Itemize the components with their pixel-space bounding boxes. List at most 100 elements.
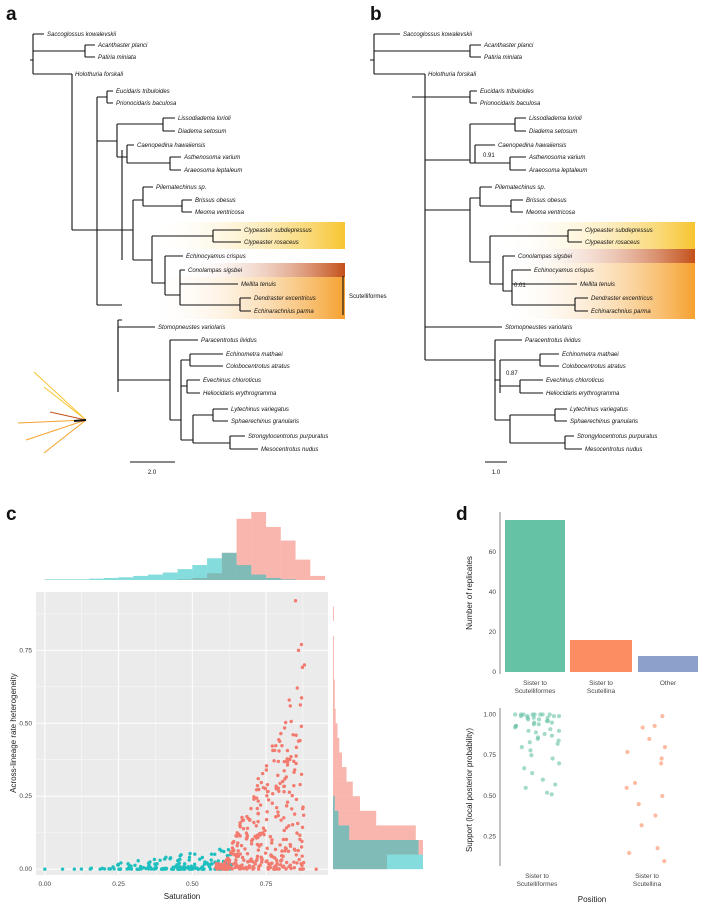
taxon-label: Meoma ventricosa (195, 210, 245, 216)
point (300, 665, 305, 670)
point (227, 858, 232, 862)
bar-y-axis-label: Number of replicates (465, 556, 474, 630)
point (293, 599, 298, 603)
point (294, 761, 298, 766)
point (281, 779, 285, 784)
strip-point (624, 785, 629, 790)
point (285, 748, 290, 753)
strip-point (530, 712, 535, 717)
strip-point (530, 771, 535, 776)
point (238, 867, 243, 871)
point (265, 794, 269, 798)
point (278, 843, 282, 847)
point (260, 771, 265, 776)
point (300, 839, 304, 844)
point (256, 867, 261, 871)
point (136, 858, 140, 863)
point (129, 867, 134, 871)
panel-label-d: d (456, 504, 468, 525)
hist-bar (333, 796, 335, 811)
point (285, 800, 290, 804)
point (284, 775, 289, 779)
point (244, 831, 249, 835)
point (265, 810, 269, 814)
hist-bar (333, 854, 423, 870)
strip-point (632, 780, 638, 786)
point (154, 865, 158, 869)
hist-bar (148, 574, 163, 580)
hist-bar (333, 752, 342, 768)
strip-x-axis-label: Position (578, 895, 606, 904)
point (206, 862, 210, 867)
point (302, 663, 307, 667)
point (118, 867, 123, 871)
point (238, 834, 242, 838)
point (242, 858, 246, 862)
taxon-label: Caenopedina hawaiiensis (498, 143, 566, 149)
strip-point (531, 715, 536, 720)
y-ticks: 0.00 0.25 0.50 0.75 (19, 647, 32, 873)
point (254, 796, 259, 800)
hist-bar (333, 635, 334, 651)
point (295, 861, 299, 865)
marginal-x-histogram (44, 512, 326, 580)
taxon-label: Diadema setosum (529, 129, 577, 135)
strip-point (659, 756, 664, 761)
point (198, 857, 202, 861)
strip-point (526, 717, 531, 722)
point (259, 860, 264, 864)
point (290, 793, 294, 798)
strip-point (640, 725, 645, 730)
hist-bar (280, 579, 296, 580)
hist-bar (333, 839, 419, 855)
strip-point (547, 712, 552, 717)
point (274, 743, 278, 748)
point (182, 867, 186, 871)
point (272, 759, 276, 763)
strip-point (662, 859, 667, 864)
strip-point (553, 782, 558, 787)
strip-point (551, 714, 556, 719)
point (294, 797, 299, 802)
point (200, 855, 205, 860)
point (102, 867, 107, 871)
point (179, 853, 183, 857)
strip-point (536, 722, 541, 727)
taxon-label: Lytechinus variegatus (231, 407, 289, 413)
taxon-label: Echinarachnius parma (591, 309, 651, 315)
point (238, 864, 242, 868)
highlight-conolampas (180, 263, 345, 277)
strip-y-axis-label: Support (local posterior probability) (465, 728, 474, 852)
strip-point (655, 845, 660, 851)
point (285, 757, 290, 761)
point (259, 780, 264, 785)
strip-point (527, 740, 532, 745)
point (153, 862, 157, 866)
point (292, 783, 296, 788)
strip-point (531, 722, 537, 727)
taxon-label: Asthenosoma varium (528, 155, 585, 161)
point (119, 861, 123, 865)
strip-point (526, 728, 531, 733)
point (314, 867, 318, 871)
taxon-label: Asthenosoma varium (183, 155, 240, 161)
point (175, 863, 179, 867)
taxon-label: Sphaerechinus granularis (231, 419, 299, 425)
point (223, 860, 227, 864)
y-tick-label: 20 (489, 629, 497, 636)
taxon-label: Lissodiadema lorioli (178, 116, 231, 122)
hist-bar (118, 577, 134, 580)
strip-point (556, 728, 562, 733)
hist-bar (59, 579, 75, 580)
point (299, 861, 303, 866)
strip-chart (513, 712, 668, 864)
support-label: 0.91 (483, 153, 495, 159)
hist-bar (266, 526, 281, 580)
taxon-label: Diadema setosum (178, 129, 226, 135)
point (299, 696, 304, 700)
strip-point (653, 813, 658, 818)
strip-point (523, 785, 528, 790)
strip-point (549, 720, 555, 725)
point (187, 867, 192, 871)
point (230, 846, 235, 850)
